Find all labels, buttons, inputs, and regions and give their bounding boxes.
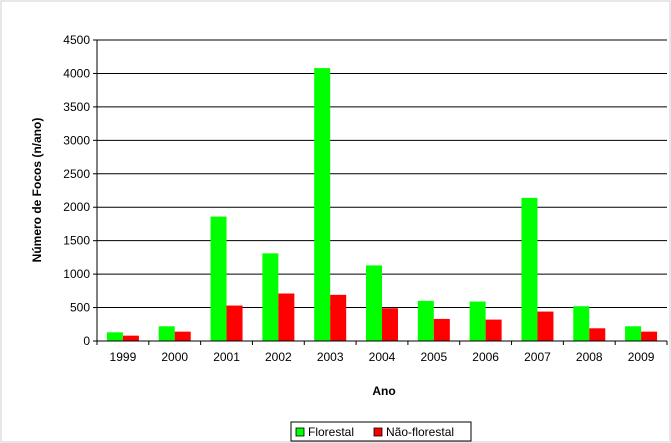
- y-tick-label: 2500: [63, 167, 90, 181]
- y-tick-label: 3000: [63, 133, 90, 147]
- x-tick-label: 2008: [576, 350, 603, 364]
- legend-label-florestal: Florestal: [308, 425, 354, 439]
- bar-florestal-2009: [625, 326, 641, 341]
- x-axis-title: Ano: [372, 384, 395, 398]
- bar-nao-florestal-2006: [486, 320, 502, 341]
- bar-nao-florestal-2003: [330, 295, 346, 341]
- y-axis-title: Número de Focos (n/ano): [30, 118, 44, 263]
- x-tick-label: 2000: [161, 350, 188, 364]
- bar-florestal-2007: [521, 198, 537, 341]
- bar-nao-florestal-2004: [382, 308, 398, 341]
- y-tick-label: 1500: [63, 234, 90, 248]
- x-tick-label: 2006: [472, 350, 499, 364]
- bar-florestal-2002: [262, 253, 278, 341]
- bar-nao-florestal-2000: [175, 332, 191, 341]
- x-tick-label: 2004: [369, 350, 396, 364]
- y-tick-label: 1000: [63, 267, 90, 281]
- bar-florestal-2003: [314, 68, 330, 341]
- legend-label-nao-florestal: Não-florestal: [386, 425, 454, 439]
- y-tick-label: 2000: [63, 200, 90, 214]
- bar-florestal-1999: [107, 332, 123, 341]
- bar-nao-florestal-1999: [123, 336, 139, 341]
- bar-nao-florestal-2009: [641, 332, 657, 341]
- bar-florestal-2005: [418, 301, 434, 341]
- bar-florestal-2008: [573, 306, 589, 341]
- y-tick-label: 3500: [63, 100, 90, 114]
- y-tick-label: 4500: [63, 33, 90, 47]
- y-tick-label: 4000: [63, 66, 90, 80]
- bar-florestal-2000: [159, 326, 175, 341]
- y-tick-label: 0: [83, 334, 90, 348]
- bar-nao-florestal-2001: [227, 306, 243, 341]
- bar-nao-florestal-2007: [537, 312, 553, 341]
- x-tick-label: 2005: [420, 350, 447, 364]
- bar-nao-florestal-2005: [434, 319, 450, 341]
- legend-swatch-florestal: [296, 428, 304, 436]
- legend-swatch-nao-florestal: [374, 428, 382, 436]
- bar-florestal-2006: [470, 302, 486, 341]
- legend: Florestal Não-florestal: [291, 422, 471, 441]
- x-tick-label: 2009: [628, 350, 655, 364]
- y-tick-label: 500: [70, 301, 90, 315]
- x-tick-label: 1999: [110, 350, 137, 364]
- x-tick-label: 2003: [317, 350, 344, 364]
- x-tick-label: 2007: [524, 350, 551, 364]
- bar-florestal-2001: [211, 217, 227, 341]
- x-tick-label: 2002: [265, 350, 292, 364]
- x-tick-label: 2001: [213, 350, 240, 364]
- bar-florestal-2004: [366, 265, 382, 341]
- bar-nao-florestal-2008: [589, 328, 605, 341]
- bar-nao-florestal-2002: [278, 294, 294, 341]
